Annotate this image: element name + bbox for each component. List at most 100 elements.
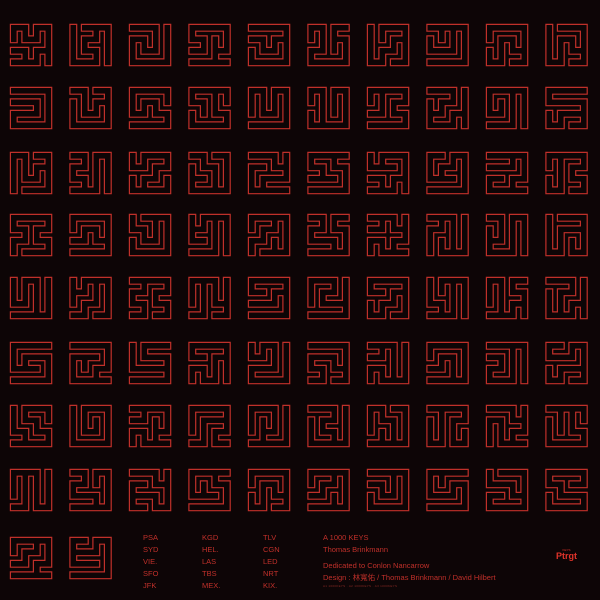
glyph-outline bbox=[69, 404, 112, 448]
glyph-outline bbox=[128, 151, 172, 195]
maze-glyph bbox=[128, 23, 172, 67]
maze-glyph bbox=[188, 86, 231, 130]
dedication: Dedicated to Conlon Nancarrow bbox=[323, 561, 430, 570]
glyph-outline bbox=[366, 276, 410, 320]
glyph-outline bbox=[366, 86, 410, 130]
code: KGD bbox=[202, 533, 219, 542]
glyph-inner bbox=[70, 215, 111, 256]
glyph-outline bbox=[307, 404, 350, 448]
logo-small-text: KEYS bbox=[562, 548, 571, 552]
label-logo: KEYS Ptrgt bbox=[556, 548, 577, 561]
maze-glyph bbox=[69, 536, 112, 580]
glyph-outline bbox=[69, 341, 112, 385]
glyph-outline bbox=[247, 151, 291, 195]
glyph-inner bbox=[11, 278, 52, 319]
code: TLV bbox=[263, 533, 277, 542]
glyph-outline bbox=[188, 151, 231, 195]
glyph-inner bbox=[70, 470, 111, 511]
glyph-outline bbox=[545, 86, 588, 130]
maze-glyph bbox=[69, 276, 112, 320]
code: KIX. bbox=[263, 581, 278, 590]
code: LAS bbox=[202, 557, 217, 566]
glyph-outline bbox=[485, 404, 529, 448]
maze-glyph bbox=[188, 276, 231, 320]
glyph-outline bbox=[128, 468, 172, 512]
glyph-outline bbox=[307, 468, 350, 512]
maze-glyph bbox=[9, 341, 53, 385]
maze-glyph bbox=[426, 276, 469, 320]
maze-glyph bbox=[69, 404, 112, 448]
glyph-inner bbox=[368, 278, 409, 319]
glyph-outline bbox=[307, 213, 350, 257]
glyph-outline bbox=[128, 276, 172, 320]
maze-glyph bbox=[545, 151, 588, 195]
maze-glyph bbox=[188, 468, 231, 512]
code: JFK bbox=[143, 581, 157, 590]
glyph-inner bbox=[130, 88, 171, 129]
glyph-inner bbox=[546, 278, 587, 319]
glyph-inner bbox=[189, 88, 230, 129]
code-column-1: PSA SYD VIE. SFO JFK bbox=[143, 532, 158, 592]
glyph-outline bbox=[307, 341, 350, 385]
maze-glyph bbox=[69, 151, 112, 195]
glyph-outline bbox=[128, 86, 172, 130]
maze-glyph bbox=[69, 23, 112, 67]
maze-glyph bbox=[9, 213, 53, 257]
maze-glyph bbox=[9, 404, 53, 448]
maze-glyph bbox=[485, 341, 529, 385]
glyph-inner bbox=[189, 470, 230, 511]
glyph-inner bbox=[368, 470, 409, 511]
maze-glyph bbox=[188, 213, 231, 257]
glyph-outline bbox=[545, 404, 588, 448]
glyph-inner bbox=[11, 25, 52, 66]
maze-glyph bbox=[485, 404, 529, 448]
glyph-inner bbox=[546, 406, 587, 447]
glyph-outline bbox=[9, 276, 53, 320]
glyph-inner bbox=[487, 153, 528, 194]
glyph-inner bbox=[308, 153, 349, 194]
glyph-outline bbox=[188, 341, 231, 385]
maze-glyph bbox=[188, 404, 231, 448]
maze-glyph bbox=[247, 151, 291, 195]
code: LED bbox=[263, 557, 278, 566]
glyph-outline bbox=[188, 23, 231, 67]
maze-glyph bbox=[426, 151, 469, 195]
glyph-outline bbox=[426, 86, 469, 130]
glyph-inner bbox=[11, 406, 52, 447]
code: SFO bbox=[143, 569, 159, 578]
glyph-outline bbox=[247, 341, 291, 385]
glyph-outline bbox=[307, 23, 350, 67]
maze-glyph bbox=[247, 23, 291, 67]
glyph-outline bbox=[9, 404, 53, 448]
glyph-outline bbox=[545, 23, 588, 67]
code: MEX. bbox=[202, 581, 221, 590]
maze-glyph bbox=[247, 341, 291, 385]
glyph-inner bbox=[11, 538, 52, 579]
glyph-outline bbox=[426, 404, 469, 448]
maze-glyph bbox=[128, 341, 172, 385]
glyph-outline bbox=[188, 213, 231, 257]
maze-glyph bbox=[128, 151, 172, 195]
maze-glyph bbox=[307, 86, 350, 130]
glyph-outline bbox=[69, 536, 112, 580]
glyph-outline bbox=[485, 23, 529, 67]
maze-glyph bbox=[545, 341, 588, 385]
maze-glyph bbox=[69, 468, 112, 512]
glyph-inner bbox=[308, 25, 349, 66]
maze-glyph bbox=[485, 151, 529, 195]
glyph-inner bbox=[249, 153, 290, 194]
glyph-outline bbox=[426, 468, 469, 512]
glyph-inner bbox=[130, 278, 171, 319]
glyph-outline bbox=[426, 276, 469, 320]
glyph-outline bbox=[485, 151, 529, 195]
maze-glyph bbox=[9, 151, 53, 195]
maze-glyph bbox=[426, 468, 469, 512]
glyph-outline bbox=[307, 151, 350, 195]
glyph-outline bbox=[69, 213, 112, 257]
glyph-inner bbox=[130, 406, 171, 447]
glyph-outline bbox=[366, 468, 410, 512]
maze-glyph bbox=[9, 23, 53, 67]
glyph-inner bbox=[70, 343, 111, 384]
glyph-outline bbox=[307, 276, 350, 320]
glyph-outline bbox=[9, 468, 53, 512]
